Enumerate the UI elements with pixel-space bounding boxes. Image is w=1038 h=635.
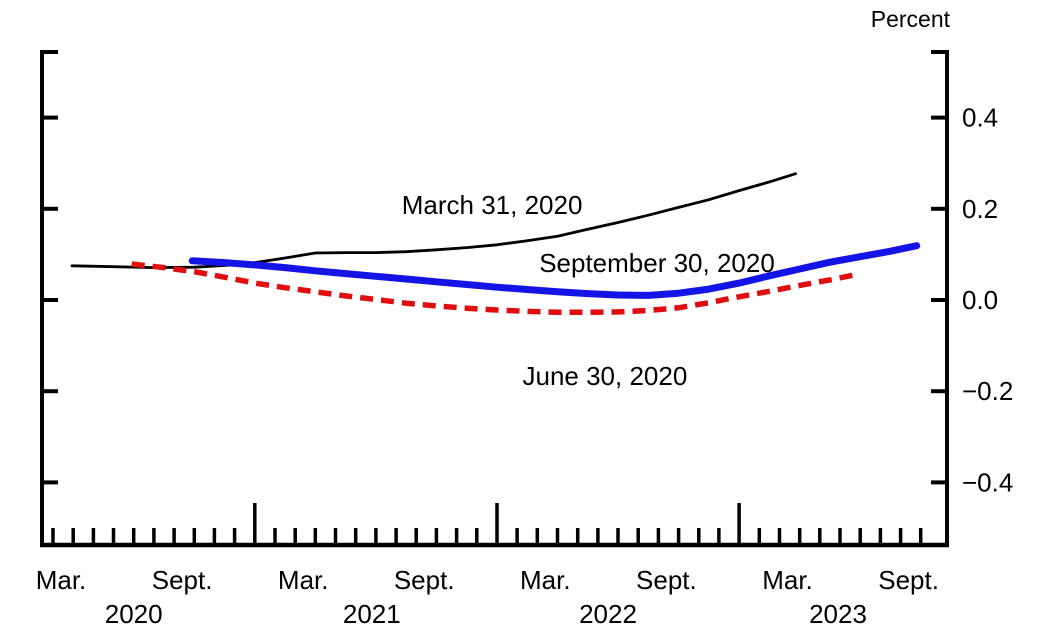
x-axis-ticks: Mar. Sept. Mar. Sept. Mar. Sept. Mar. Sept. 2020… bbox=[36, 503, 939, 629]
line-september-30-2020 bbox=[188, 242, 921, 299]
series-label-september-30-2020: September 30, 2020 bbox=[539, 248, 775, 278]
y-axis-unit-label: Percent bbox=[871, 6, 951, 32]
x-year-label: 2022 bbox=[579, 599, 637, 629]
x-year-label: 2020 bbox=[105, 599, 163, 629]
x-year-label: 2021 bbox=[343, 599, 401, 629]
y-axis-ticks: 0.4 0.2 0.0 −0.2 −0.4 bbox=[42, 103, 1013, 497]
y-tick-label: 0.4 bbox=[962, 103, 998, 133]
x-tick-label: Mar. bbox=[762, 565, 813, 595]
series-label-march-31-2020: March 31, 2020 bbox=[402, 190, 583, 220]
x-tick-label: Mar. bbox=[278, 565, 329, 595]
y-tick-label: 0.2 bbox=[962, 194, 998, 224]
x-tick-label: Mar. bbox=[520, 565, 571, 595]
line-june-30-2020 bbox=[131, 261, 855, 316]
y-tick-label: 0.0 bbox=[962, 285, 998, 315]
series-label-june-30-2020: June 30, 2020 bbox=[522, 361, 687, 391]
x-tick-label: Sept. bbox=[636, 565, 697, 595]
y-tick-label: −0.4 bbox=[962, 467, 1013, 497]
x-year-label: 2023 bbox=[809, 599, 867, 629]
x-tick-label: Sept. bbox=[152, 565, 213, 595]
x-tick-label: Mar. bbox=[36, 565, 87, 595]
x-tick-label: Sept. bbox=[394, 565, 455, 595]
y-tick-label: −0.2 bbox=[962, 376, 1013, 406]
x-tick-label: Sept. bbox=[878, 565, 939, 595]
